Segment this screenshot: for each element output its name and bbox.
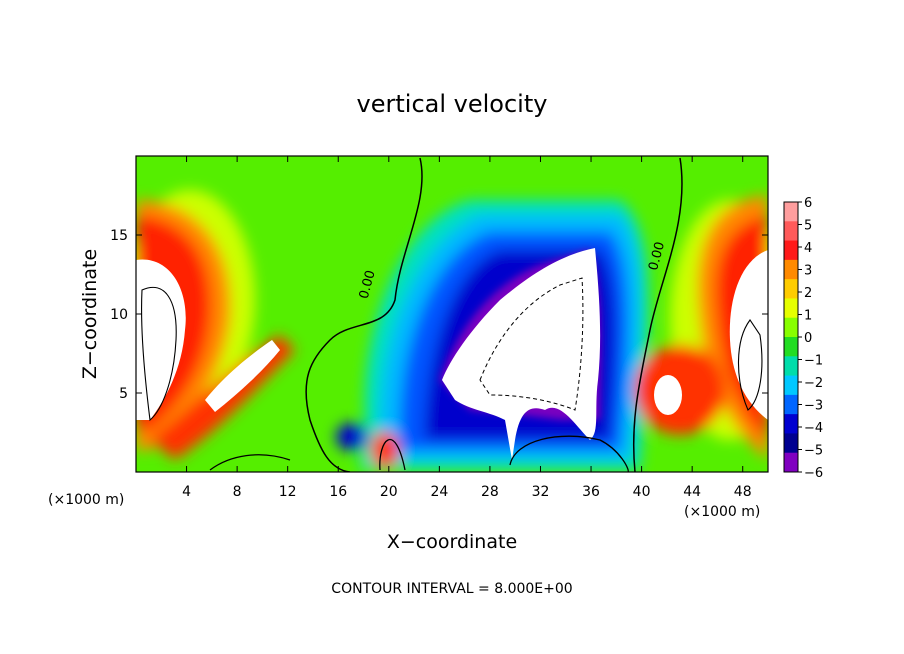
x-axis-label: X−coordinate — [387, 531, 517, 553]
colorbar-label: 6 — [804, 196, 812, 211]
colorbar-swatch — [784, 202, 798, 222]
y-tick-label: 5 — [119, 386, 128, 402]
colorbar-label: 0 — [804, 331, 812, 346]
x-tick-label: 32 — [532, 484, 550, 500]
x-tick-label: 20 — [380, 484, 398, 500]
chart-title: vertical velocity — [357, 90, 548, 118]
contour-labels: 0.00 0.00 — [357, 240, 668, 300]
colorbar-swatch — [784, 240, 798, 261]
y-tick-label: 15 — [110, 228, 128, 244]
colorbar-label: 1 — [804, 309, 812, 324]
colorbar-swatch — [784, 356, 798, 377]
colorbar-swatch — [784, 452, 798, 473]
heatmap-field — [136, 156, 768, 472]
colorbar-label: 2 — [804, 286, 812, 301]
x-axis: 4 8 12 16 20 24 28 32 36 40 44 48 — [182, 156, 752, 500]
colorbar-label: 5 — [804, 219, 812, 234]
colorbar-swatch — [784, 394, 798, 415]
colorbar-label: −6 — [804, 466, 823, 481]
colorbar-swatch — [784, 414, 798, 434]
x-tick-label: 8 — [233, 484, 242, 500]
contour-interval-note: CONTOUR INTERVAL = 8.000E+00 — [331, 581, 572, 597]
colorbar-swatch — [784, 298, 798, 319]
x-tick-label: 4 — [182, 484, 191, 500]
colorbar-swatch — [784, 221, 798, 242]
x-tick-label: 24 — [430, 484, 448, 500]
x-tick-label: 44 — [683, 484, 701, 500]
contour-label: 0.00 — [357, 269, 379, 301]
x-unit-right: (×1000 m) — [684, 504, 760, 520]
x-tick-label: 40 — [633, 484, 651, 500]
y-axis-label: Z−coordinate — [79, 249, 101, 379]
colorbar-label: 4 — [804, 241, 812, 256]
colorbar-swatch — [784, 279, 798, 299]
colorbar-label: 3 — [804, 264, 812, 279]
x-tick-label: 12 — [279, 484, 297, 500]
x-tick-label: 36 — [582, 484, 600, 500]
y-tick-label: 10 — [110, 307, 128, 323]
x-tick-label: 48 — [734, 484, 752, 500]
colorbar-swatch — [784, 433, 798, 454]
colorbar-label: −2 — [804, 376, 823, 391]
colorbar-swatch — [784, 375, 798, 396]
x-unit-left: (×1000 m) — [48, 492, 124, 508]
colorbar: 6 5 4 3 2 1 0 −1 −2 −3 −4 −5 −6 — [783, 196, 823, 481]
colorbar-swatch — [784, 317, 798, 338]
colorbar-swatch — [784, 259, 798, 280]
x-tick-label: 28 — [481, 484, 499, 500]
contour-label: 0.00 — [646, 240, 668, 272]
colorbar-label: −1 — [804, 354, 823, 369]
colorbar-label: −5 — [804, 444, 823, 459]
colorbar-label: −3 — [804, 399, 823, 414]
y-axis: 5 10 15 — [110, 228, 768, 402]
x-tick-label: 16 — [329, 484, 347, 500]
colorbar-swatch — [784, 337, 798, 357]
colorbar-label: −4 — [804, 421, 823, 436]
